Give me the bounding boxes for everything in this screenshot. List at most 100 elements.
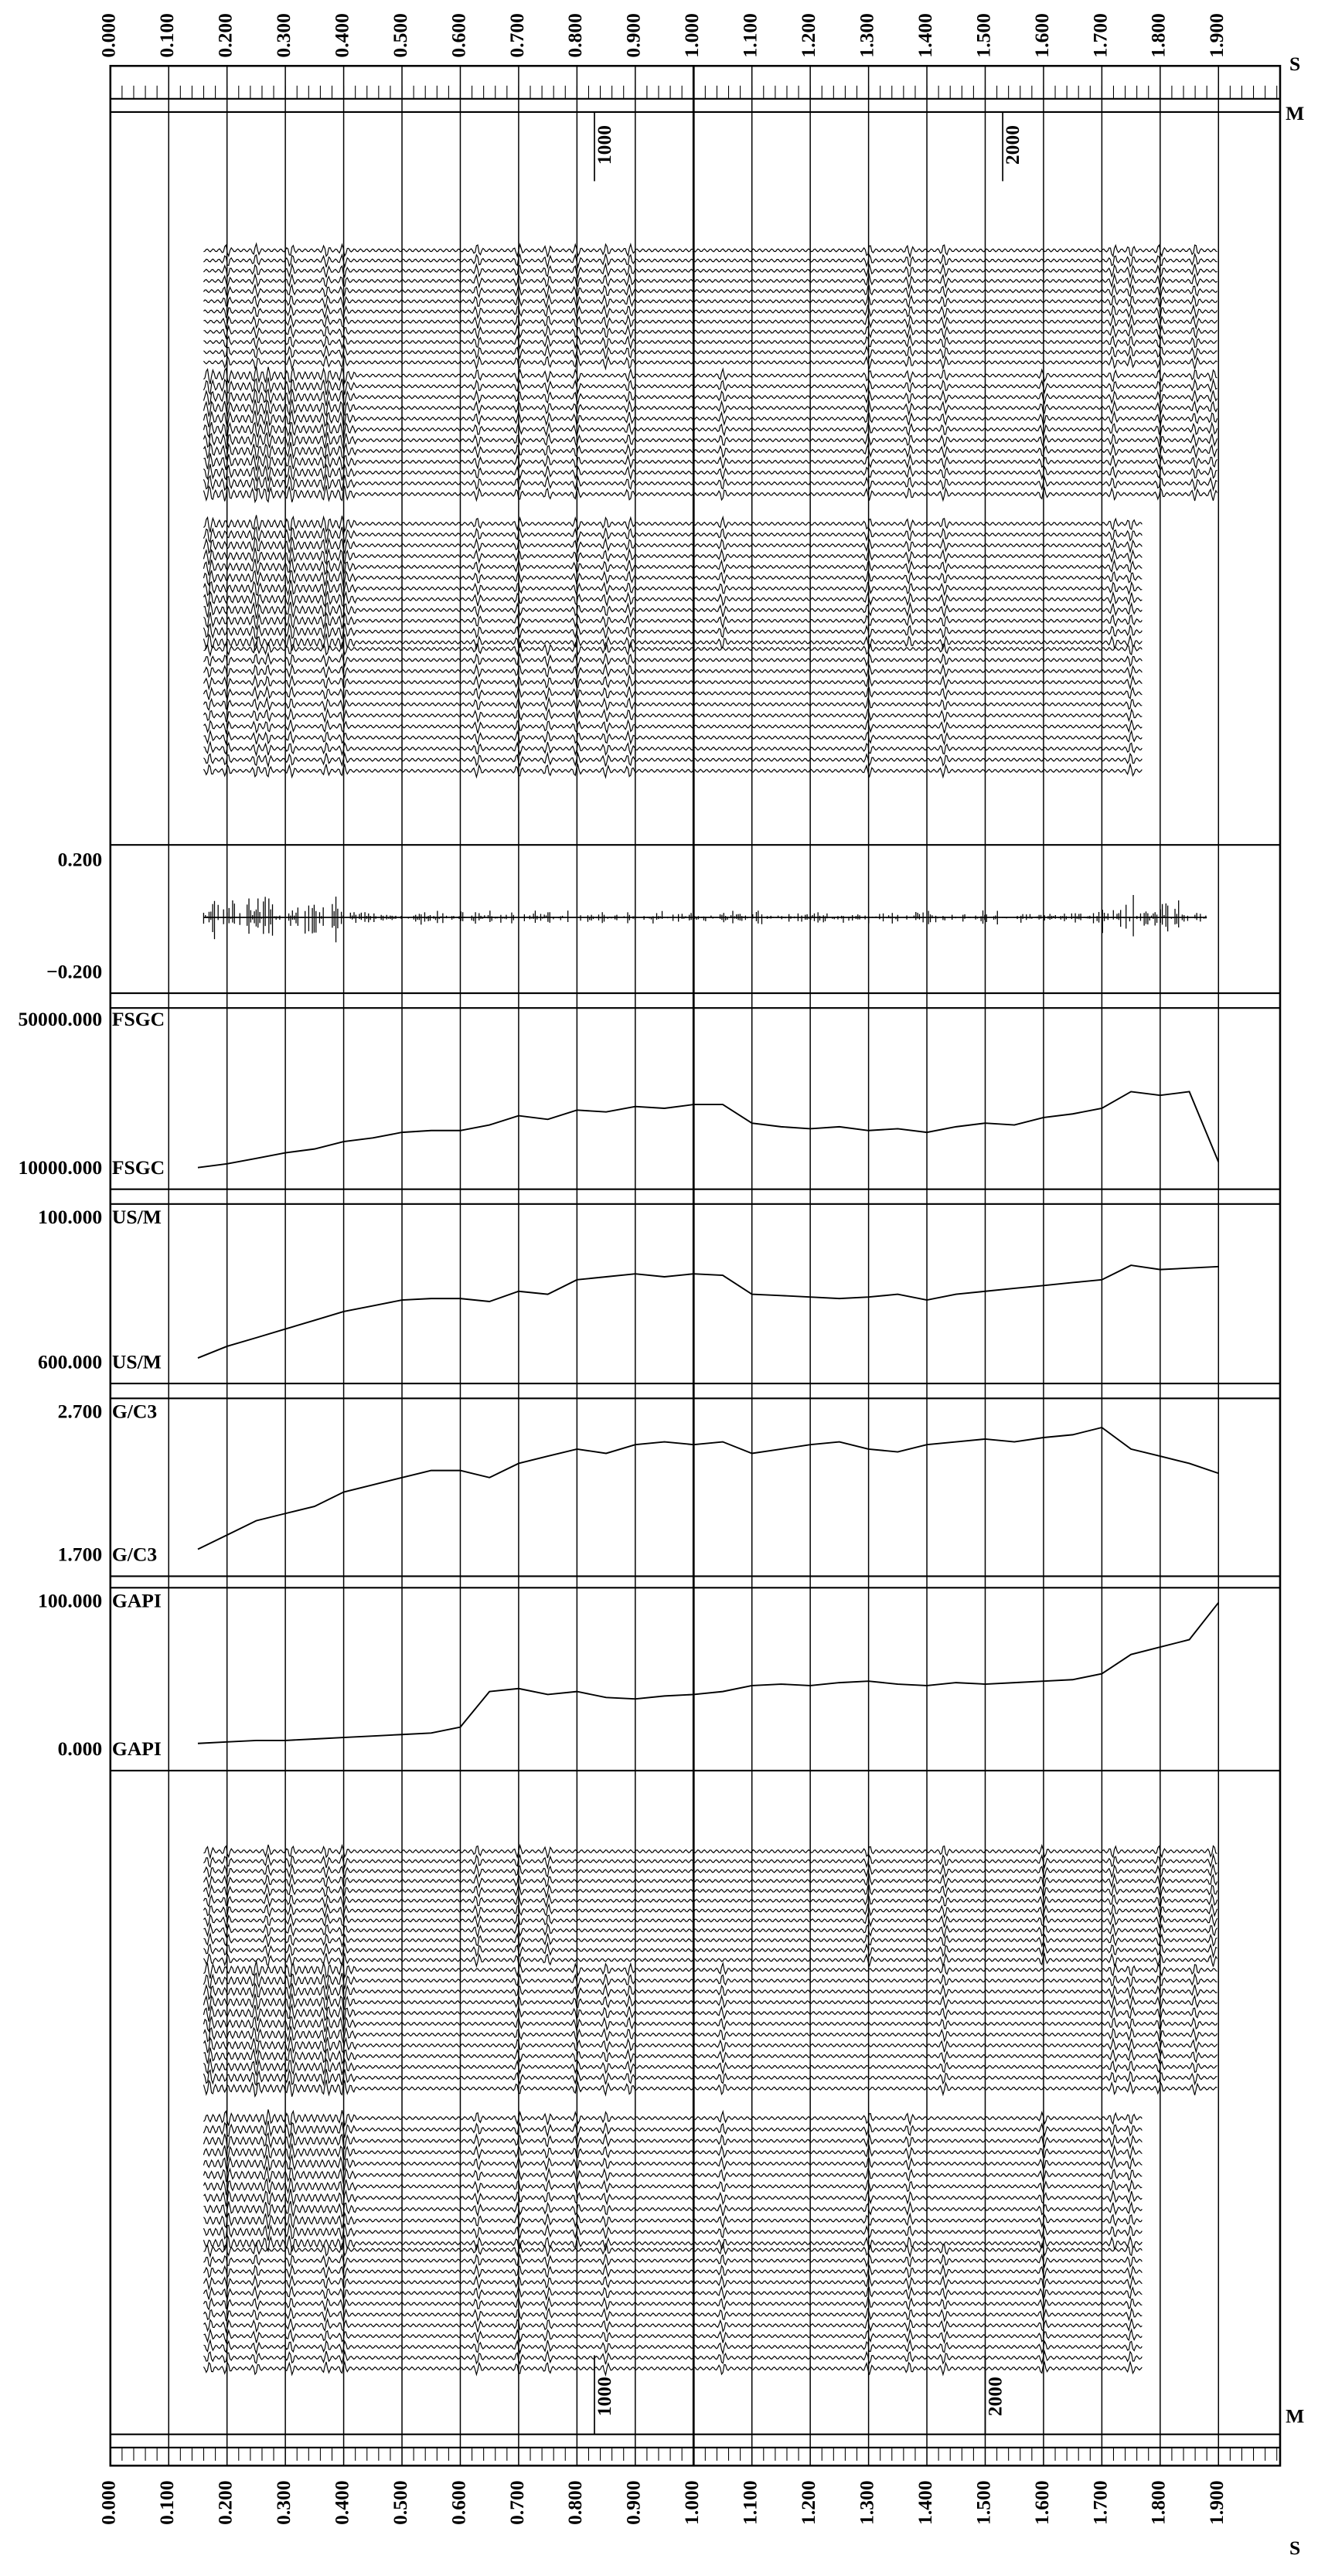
wiggle-trace xyxy=(203,1863,1218,1879)
unit-top: FSGC xyxy=(112,1008,165,1030)
wiggle-trace xyxy=(203,729,1143,746)
wiggle-trace xyxy=(203,323,1218,340)
time-tick-label: 0.500 xyxy=(389,2480,411,2525)
wiggle-trace xyxy=(203,2015,1218,2033)
wiggle-trace xyxy=(203,1952,1218,1969)
wiggle-trace xyxy=(203,2349,1143,2366)
log-curve xyxy=(197,1426,1219,1550)
time-tick-label: 0.100 xyxy=(155,2480,178,2525)
time-tick-label: 1.500 xyxy=(972,13,994,58)
wiggle-trace xyxy=(203,484,1218,504)
wiggle-trace xyxy=(203,2057,1218,2076)
wiggle-trace xyxy=(203,399,1218,417)
depth-unit: M xyxy=(1286,2404,1304,2427)
wiggle-trace xyxy=(203,303,1218,320)
log-curve xyxy=(197,1091,1220,1169)
time-tick-label: 1.800 xyxy=(1147,13,1170,58)
time-tick-label: 1.900 xyxy=(1205,13,1228,58)
time-tick-label: 1.600 xyxy=(1030,13,1053,58)
scale-top: 2.700 xyxy=(58,1400,103,1422)
time-tick-label: 1.700 xyxy=(1088,2480,1111,2525)
wiggle-trace xyxy=(203,1873,1218,1890)
wiggle-trace xyxy=(203,313,1218,330)
wiggle-trace xyxy=(203,463,1218,482)
wiggle-trace xyxy=(203,1911,1218,1929)
depth-label: 1000 xyxy=(593,2377,615,2416)
wiggle-trace xyxy=(203,442,1218,461)
wiggle-trace xyxy=(203,2132,1143,2151)
scale-top: 100.000 xyxy=(38,1589,102,1611)
scale-top: 0.200 xyxy=(58,848,103,870)
wiggle-trace xyxy=(203,293,1218,309)
time-tick-label: 0.500 xyxy=(389,13,411,58)
scale-top: 100.000 xyxy=(38,1206,102,1228)
wiggle-trace xyxy=(203,431,1218,450)
time-unit: S xyxy=(1289,2537,1300,2559)
time-tick-label: 1.300 xyxy=(855,13,877,58)
wiggle-trace xyxy=(203,387,1218,407)
wiggle-trace xyxy=(203,556,1143,577)
wiggle-trace xyxy=(203,2263,1143,2280)
wiggle-trace xyxy=(203,1982,1218,2001)
wiggle-trace xyxy=(203,1972,1218,1990)
wiggle-trace xyxy=(203,751,1143,768)
wiggle-trace xyxy=(203,611,1143,630)
wiggle-trace xyxy=(203,2036,1218,2055)
wiggle-trace xyxy=(203,633,1143,652)
unit-bottom: FSGC xyxy=(112,1156,165,1179)
wiggle-trace xyxy=(203,1843,1218,1860)
time-tick-label: 1.100 xyxy=(739,2480,761,2525)
wiggle-trace xyxy=(203,652,1143,669)
time-tick-label: 0.300 xyxy=(272,2480,295,2525)
wiggle-trace xyxy=(203,420,1218,439)
time-tick-label: 0.300 xyxy=(272,13,295,58)
scale-top: 50000.000 xyxy=(18,1008,102,1030)
wiggle-trace xyxy=(203,526,1143,544)
wiggle-trace xyxy=(203,2109,1143,2128)
time-tick-label: 0.600 xyxy=(447,2480,469,2525)
scale-bottom: 0.000 xyxy=(58,1737,103,1760)
wiggle-trace xyxy=(203,2295,1143,2312)
unit-top: GAPI xyxy=(112,1589,162,1611)
scale-bottom: 1.700 xyxy=(58,1543,103,1566)
wiggle-trace xyxy=(203,333,1218,351)
time-tick-label: 0.000 xyxy=(97,2480,120,2525)
time-tick-label: 0.900 xyxy=(622,13,645,58)
time-tick-label: 1.700 xyxy=(1088,13,1111,58)
wiggle-trace xyxy=(203,2047,1218,2065)
time-tick-label: 1.100 xyxy=(739,13,761,58)
wiggle-trace xyxy=(203,1993,1218,2012)
wiggle-trace xyxy=(203,601,1143,619)
wiggle-trace xyxy=(203,2068,1218,2086)
wiggle-trace xyxy=(203,2166,1143,2184)
wiggle-trace xyxy=(203,2306,1143,2323)
log-curve xyxy=(197,1601,1220,1744)
wiggle-trace xyxy=(203,2317,1143,2334)
wiggle-trace xyxy=(203,2253,1143,2269)
unit-bottom: G/C3 xyxy=(112,1543,157,1566)
wiggle-trace xyxy=(203,580,1143,597)
spike-trace xyxy=(203,895,1207,943)
wiggle-trace xyxy=(203,2153,1143,2173)
time-tick-label: 1.000 xyxy=(680,13,703,58)
wiggle-trace xyxy=(203,1931,1218,1948)
time-tick-label: 0.100 xyxy=(155,13,178,58)
time-tick-label: 1.400 xyxy=(914,2480,936,2525)
unit-bottom: US/M xyxy=(112,1350,162,1373)
wiggle-trace xyxy=(203,377,1218,396)
wiggle-trace xyxy=(203,343,1218,361)
log-curve xyxy=(197,1264,1219,1359)
wiggle-trace xyxy=(203,2211,1143,2230)
time-tick-label: 0.800 xyxy=(564,13,586,58)
wiggle-trace xyxy=(203,1892,1218,1909)
wiggle-trace xyxy=(203,283,1218,300)
time-unit: S xyxy=(1289,53,1300,75)
wiggle-trace xyxy=(203,453,1218,471)
time-tick-label: 1.600 xyxy=(1030,2480,1053,2525)
wiggle-trace xyxy=(203,474,1218,492)
wiggle-trace xyxy=(203,2200,1143,2219)
time-tick-label: 1.900 xyxy=(1205,2480,1228,2525)
time-tick-label: 0.900 xyxy=(622,2480,645,2525)
time-tick-label: 1.200 xyxy=(797,13,819,58)
